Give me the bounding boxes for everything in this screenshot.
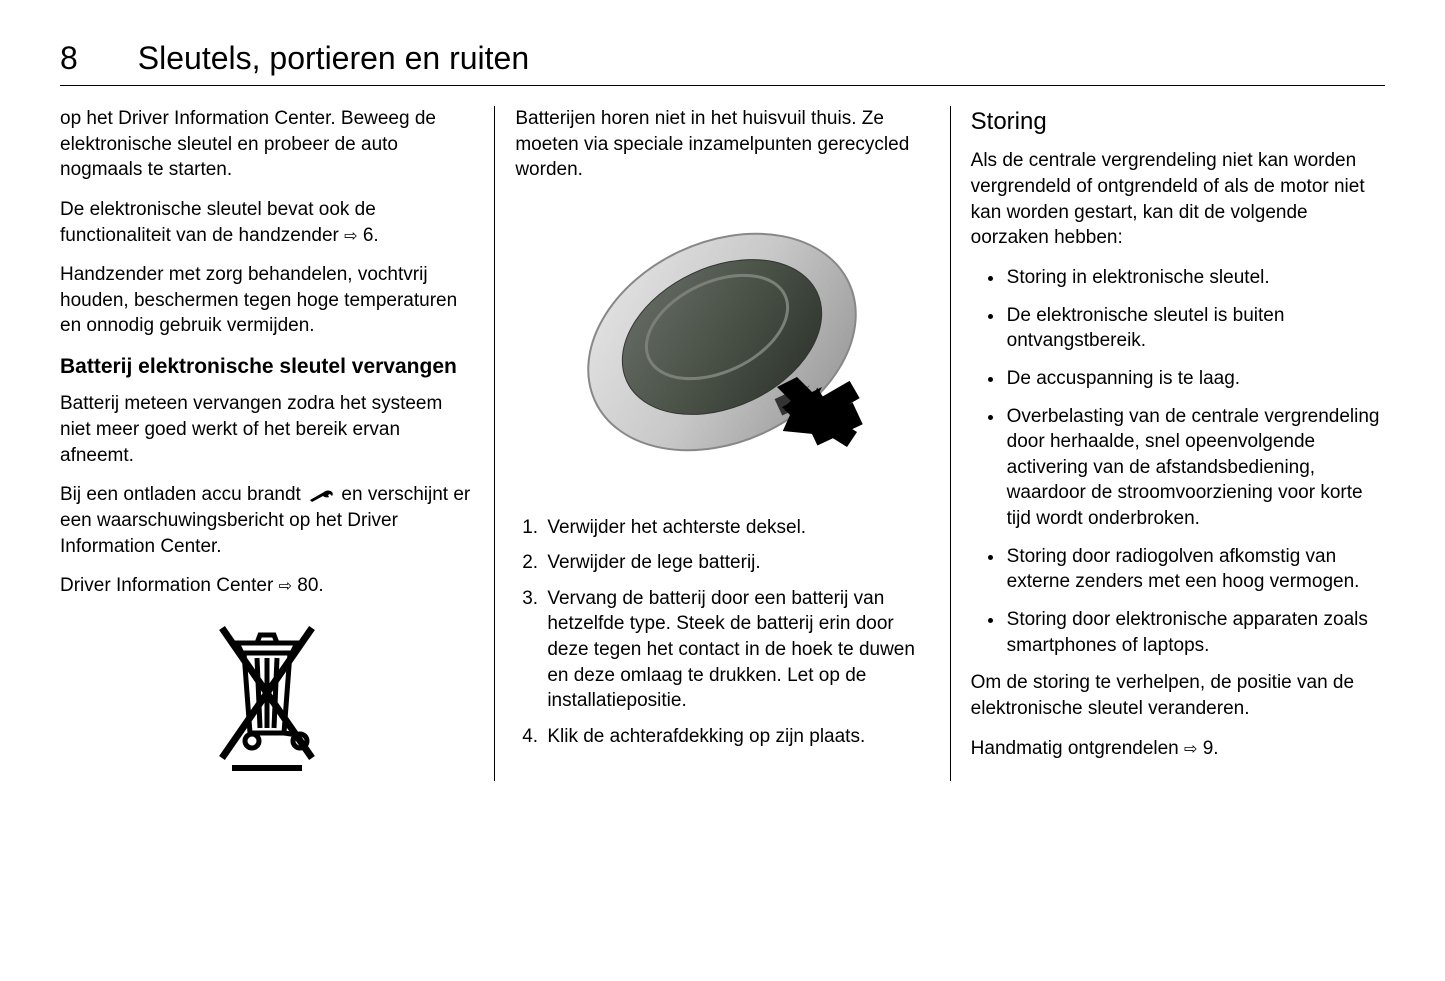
para-vervangen: Batterij meteen vervangen zodra het syst…	[60, 391, 474, 468]
column-2: Batterijen horen niet in het huisvuil th…	[495, 106, 949, 781]
heading-batterij-vervangen: Batterij elektronische sleutel vervangen	[60, 353, 474, 381]
step-1: Verwijder het achterste deksel.	[543, 515, 929, 541]
para-storing-intro: Als de centrale vergrendeling niet kan w…	[971, 148, 1385, 251]
chapter-title: Sleutels, portieren en ruiten	[138, 40, 529, 77]
wrench-icon	[306, 486, 336, 504]
dic-text: Driver Information Center	[60, 575, 279, 596]
key-fob-image-container	[515, 197, 929, 495]
para-zorg: Handzender met zorg behandelen, vochtvri…	[60, 262, 474, 339]
heading-storing: Storing	[971, 106, 1385, 138]
step-2: Verwijder de lege batterij.	[543, 550, 929, 576]
cause-1: Storing in elektronische sleutel.	[1005, 265, 1385, 291]
storing-causes-list: Storing in elektronische sleutel. De ele…	[971, 265, 1385, 658]
cause-2: De elektronische sleutel is buiten ontva…	[1005, 303, 1385, 354]
no-bin-symbol-container	[60, 613, 474, 781]
para-handzender-ref: De elektronische sleutel bevat ook de fu…	[60, 197, 474, 248]
handmatig-text: Handmatig ontgrendelen	[971, 738, 1184, 759]
cause-6: Storing door elektronische apparaten zoa…	[1005, 607, 1385, 658]
cause-4: Overbelasting van de centrale vergrendel…	[1005, 404, 1385, 532]
cause-5: Storing door radiogolven afkomstig van e…	[1005, 544, 1385, 595]
para-handmatig: Handmatig ontgrendelen ⇨ 9.	[971, 736, 1385, 762]
ref-icon: ⇨	[344, 226, 357, 248]
page-number: 8	[60, 40, 78, 77]
para-dic-ref: Driver Information Center ⇨ 80.	[60, 573, 474, 599]
para-ontladen: Bij een ontladen accu brandt en verschij…	[60, 482, 474, 559]
content-columns: op het Driver Information Center. Beweeg…	[60, 106, 1385, 781]
page-header: 8 Sleutels, portieren en ruiten	[60, 40, 1385, 86]
column-1: op het Driver Information Center. Beweeg…	[60, 106, 494, 781]
step-4: Klik de achterafdekking op zijn plaats.	[543, 724, 929, 750]
cause-3: De accuspanning is te laag.	[1005, 366, 1385, 392]
ref-9: 9.	[1203, 738, 1219, 759]
para-ontladen-a: Bij een ontladen accu brandt	[60, 484, 306, 505]
para-batterijen-huisvuil: Batterijen horen niet in het huisvuil th…	[515, 106, 929, 183]
ref-80: 80.	[297, 575, 323, 596]
battery-steps-list: Verwijder het achterste deksel. Verwijde…	[515, 515, 929, 750]
para-verhelpen: Om de storing te verhelpen, de positie v…	[971, 670, 1385, 721]
ref-icon: ⇨	[279, 576, 292, 598]
key-fob-image	[552, 197, 892, 487]
step-3: Vervang de batterij door een batterij va…	[543, 586, 929, 714]
para-handzender-text: De elektronische sleutel bevat ook de fu…	[60, 199, 376, 246]
ref-icon: ⇨	[1184, 739, 1197, 761]
column-3: Storing Als de centrale vergrendeling ni…	[951, 106, 1385, 781]
no-bin-icon	[202, 613, 332, 773]
para-dic: op het Driver Information Center. Beweeg…	[60, 106, 474, 183]
ref-6: 6.	[363, 225, 379, 246]
